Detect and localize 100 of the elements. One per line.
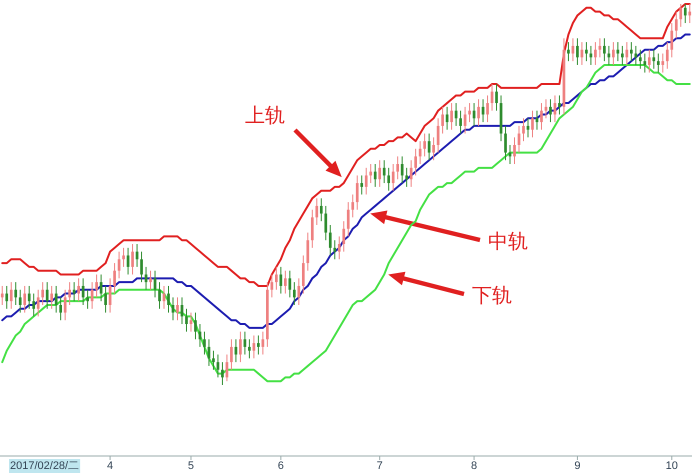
candlestick — [14, 282, 18, 306]
candlestick — [432, 136, 435, 161]
candlestick — [68, 282, 71, 306]
candlestick — [464, 106, 466, 134]
candlestick — [59, 296, 62, 321]
candlestick — [656, 53, 660, 74]
x-tick-label: 10 — [666, 456, 678, 472]
candlestick — [594, 42, 597, 66]
candlestick — [450, 102, 453, 130]
candlestick — [558, 94, 561, 115]
candlestick — [603, 38, 606, 62]
annotation: 下轨 — [472, 283, 512, 307]
candlestick — [292, 282, 296, 306]
candlestick — [364, 167, 368, 195]
candlestick — [167, 285, 170, 314]
candlestick — [436, 118, 440, 154]
candlestick — [549, 98, 552, 123]
candlestick — [418, 140, 422, 165]
candlestick — [495, 84, 498, 112]
candlestick — [36, 289, 40, 317]
candlestick — [297, 278, 300, 306]
candlestick — [144, 266, 148, 290]
candlestick — [172, 296, 174, 321]
candlestick — [508, 144, 512, 165]
candlestick — [567, 42, 570, 62]
candlestick — [324, 205, 328, 241]
candlestick — [643, 53, 646, 74]
candlestick — [239, 331, 242, 363]
candlestick — [554, 94, 556, 123]
x-tick-label: 8 — [471, 456, 478, 472]
x-tick-label: 4 — [107, 460, 114, 472]
candlestick — [23, 285, 26, 314]
x-tick-label: 10 — [666, 460, 678, 472]
candlestick — [590, 45, 592, 66]
candlestick — [454, 102, 458, 126]
candlestick — [113, 262, 116, 294]
candlestick — [670, 22, 674, 58]
candlestick — [666, 42, 669, 70]
candlestick — [531, 110, 534, 138]
x-tick-label: 6 — [278, 456, 284, 472]
x-tick-label: 9 — [574, 460, 580, 472]
candlestick — [176, 296, 179, 321]
candlestick — [194, 312, 197, 340]
candlestick — [490, 84, 494, 112]
candlestick — [198, 324, 202, 348]
candlestick — [226, 354, 228, 382]
candlestick — [279, 266, 282, 294]
candlestick — [477, 98, 480, 126]
x-tick-label: 4 — [107, 456, 114, 472]
candlestick — [513, 136, 516, 165]
candlestick — [351, 194, 354, 218]
candlestick — [674, 11, 678, 39]
candlestick — [77, 278, 80, 302]
candlestick — [208, 338, 210, 366]
text: 2017/02/28/二 — [10, 460, 80, 472]
candlestick — [400, 156, 404, 184]
candlestick — [221, 362, 224, 386]
candlestick — [572, 38, 574, 62]
candlestick — [504, 125, 507, 161]
candlestick — [18, 289, 22, 314]
candlestick — [459, 110, 462, 134]
x-tick-label: 9 — [574, 456, 580, 472]
candlestick — [140, 251, 143, 283]
candlestick — [580, 42, 584, 66]
candlestick — [212, 350, 215, 370]
candlestick — [630, 42, 633, 62]
candlestick — [154, 270, 156, 298]
candlestick — [270, 274, 274, 298]
candlestick — [526, 118, 530, 138]
candlestick — [310, 209, 314, 248]
candlestick — [518, 125, 520, 154]
candlestick — [360, 174, 364, 195]
candlestick — [414, 148, 417, 176]
candlestick — [0, 285, 4, 306]
candlestick — [486, 94, 489, 123]
candlestick — [234, 338, 238, 363]
candlestick — [118, 251, 120, 279]
candlestick — [688, 4, 692, 24]
candlestick — [320, 198, 323, 222]
candlestick — [648, 49, 651, 74]
candlestick — [230, 338, 233, 370]
candlestick — [162, 285, 166, 310]
candlestick — [288, 270, 292, 298]
candlestick — [216, 354, 220, 378]
x-tick-label: 8 — [471, 460, 478, 472]
candlestick — [468, 102, 471, 123]
candlestick — [100, 274, 102, 302]
candlestick — [302, 254, 305, 294]
candlestick — [536, 110, 538, 130]
candlestick — [356, 174, 359, 210]
candlestick — [410, 160, 413, 188]
candlestick — [5, 285, 8, 310]
candlestick — [661, 53, 664, 74]
candlestick — [149, 270, 152, 290]
candlestick — [203, 331, 206, 356]
candlestick — [104, 285, 107, 314]
candlestick — [544, 98, 548, 119]
candlestick — [50, 285, 54, 310]
candlestick — [262, 331, 264, 356]
candlestick — [64, 289, 67, 321]
